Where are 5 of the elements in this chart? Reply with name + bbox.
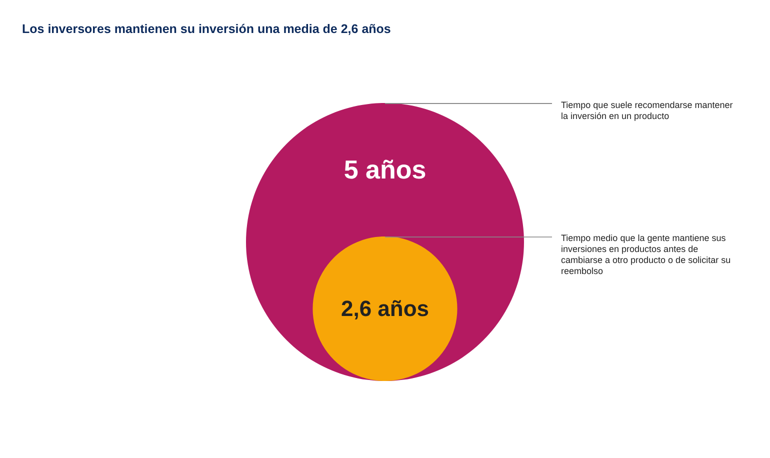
data-label: 5 años [344, 154, 426, 185]
category-label: Tiempo que suele recomendarse mantener la inversión en un producto [561, 100, 734, 122]
data-label: 2,6 años [340, 296, 430, 322]
text: Los inversores mantienen su inversión una media de 2,6 años [22, 22, 391, 36]
category-label: Tiempo medio que la gente mantiene sus inversiones en productos antes de cambiarse a otro producto o de solicitar su reembolso [561, 233, 732, 278]
